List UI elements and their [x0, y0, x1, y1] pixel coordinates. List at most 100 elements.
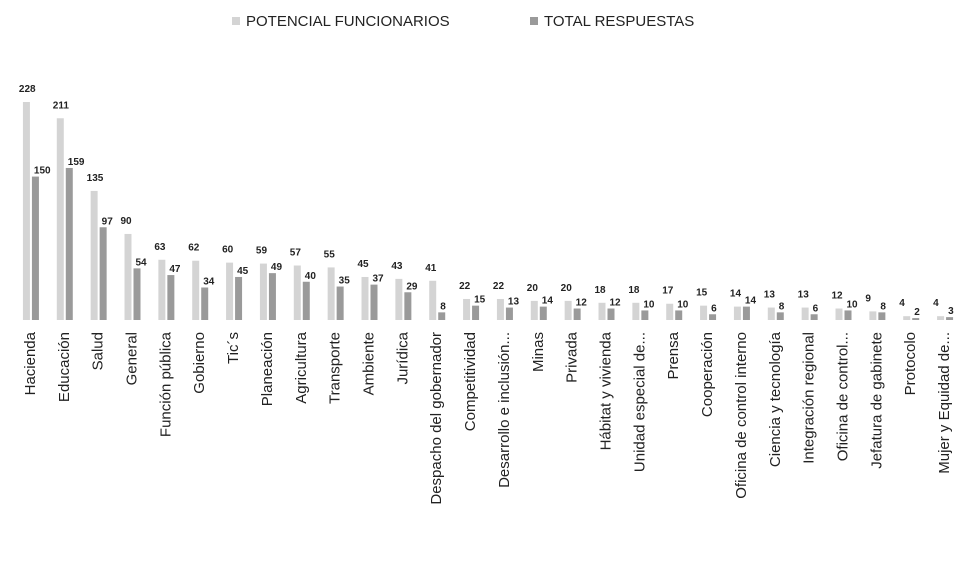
data-label: 2	[914, 307, 920, 318]
data-label: 22	[493, 281, 505, 292]
x-tick-label: Agricultura	[293, 331, 310, 403]
x-tick-label: Privada	[564, 331, 581, 383]
bar	[235, 276, 243, 320]
x-tick-label: Minas	[530, 332, 547, 372]
bar	[327, 267, 335, 320]
bar	[937, 316, 945, 320]
x-tick-label: Mujer y Equidad de...	[936, 332, 953, 474]
data-label: 6	[813, 303, 819, 314]
data-label: 8	[880, 301, 886, 312]
data-label: 45	[358, 259, 370, 270]
data-label: 14	[730, 289, 742, 300]
data-label: 20	[561, 283, 573, 294]
data-label: 57	[290, 248, 302, 259]
data-label: 3	[948, 306, 954, 317]
bar	[598, 302, 606, 320]
bar	[22, 102, 30, 320]
bar	[869, 311, 877, 320]
bar	[844, 310, 852, 320]
data-label: 47	[169, 264, 181, 275]
data-label: 60	[222, 245, 234, 256]
data-label: 6	[711, 303, 717, 314]
bar	[56, 118, 64, 320]
data-label: 63	[154, 242, 166, 253]
bar	[564, 300, 572, 320]
x-tick-label: Gobierno	[191, 332, 208, 394]
data-label: 40	[305, 271, 317, 282]
bar	[395, 278, 403, 320]
bar	[632, 302, 640, 320]
data-label: 8	[779, 301, 785, 312]
x-tick-label: Planeación	[259, 332, 276, 406]
legend-label: POTENCIAL FUNCIONARIOS	[246, 13, 450, 30]
x-tick-label: Oficina de control interno	[733, 332, 750, 499]
bar	[810, 314, 818, 320]
data-label: 8	[440, 301, 446, 312]
bar	[912, 318, 920, 320]
bar	[361, 276, 369, 320]
data-label: 59	[256, 246, 268, 257]
x-tick-label: Competitividad	[462, 332, 479, 431]
data-label: 45	[237, 266, 249, 277]
bar	[835, 308, 843, 320]
bar	[675, 310, 683, 320]
data-label: 54	[136, 257, 148, 268]
legend-label: TOTAL RESPUESTAS	[544, 13, 694, 30]
bar	[259, 263, 267, 320]
data-label: 15	[474, 295, 486, 306]
x-tick-label: Ambiente	[360, 332, 377, 395]
data-label: 9	[865, 293, 871, 304]
x-tick-label: Función pública	[157, 331, 174, 437]
bar	[133, 268, 141, 320]
x-tick-label: Hacienda	[22, 331, 39, 395]
data-label: 35	[339, 276, 351, 287]
bar	[268, 273, 276, 320]
bar	[776, 312, 784, 320]
bar	[65, 167, 73, 320]
data-label: 13	[764, 290, 776, 301]
x-tick-label: Oficina de control...	[834, 332, 851, 461]
bar	[607, 308, 615, 320]
legend-swatch	[232, 17, 240, 25]
x-tick-label: Prensa	[665, 331, 682, 379]
data-label: 15	[696, 288, 708, 299]
data-label: 49	[271, 262, 283, 273]
data-label: 55	[324, 249, 336, 260]
data-label: 10	[677, 299, 689, 310]
bar	[158, 259, 166, 320]
bar	[742, 306, 750, 320]
data-label: 13	[798, 290, 810, 301]
x-tick-label: General	[123, 332, 140, 385]
bar	[99, 227, 107, 320]
bar	[167, 275, 175, 320]
bar	[801, 307, 809, 320]
data-label: 159	[68, 157, 85, 168]
bar	[370, 284, 378, 320]
bar	[666, 303, 674, 320]
data-label: 20	[527, 283, 539, 294]
bar	[31, 176, 39, 320]
bar	[124, 233, 132, 320]
legend-swatch	[530, 17, 538, 25]
bar	[201, 287, 209, 320]
data-label: 34	[203, 276, 215, 287]
bar	[505, 307, 513, 320]
bar	[90, 190, 98, 320]
bar	[733, 306, 741, 320]
bar	[438, 312, 446, 320]
x-tick-label: Hábitat y vivienda	[597, 331, 614, 450]
x-tick-label: Despacho del gobernador	[428, 332, 445, 505]
data-label: 4	[899, 298, 905, 309]
data-label: 10	[847, 299, 859, 310]
data-label: 228	[19, 84, 36, 95]
bar	[539, 306, 547, 320]
bar	[496, 298, 504, 320]
data-label: 90	[121, 216, 133, 227]
bar	[293, 265, 301, 320]
bar	[903, 316, 911, 320]
data-label: 150	[34, 166, 51, 177]
data-label: 4	[933, 298, 939, 309]
x-tick-label: Protocolo	[902, 332, 919, 395]
bar	[226, 262, 234, 320]
